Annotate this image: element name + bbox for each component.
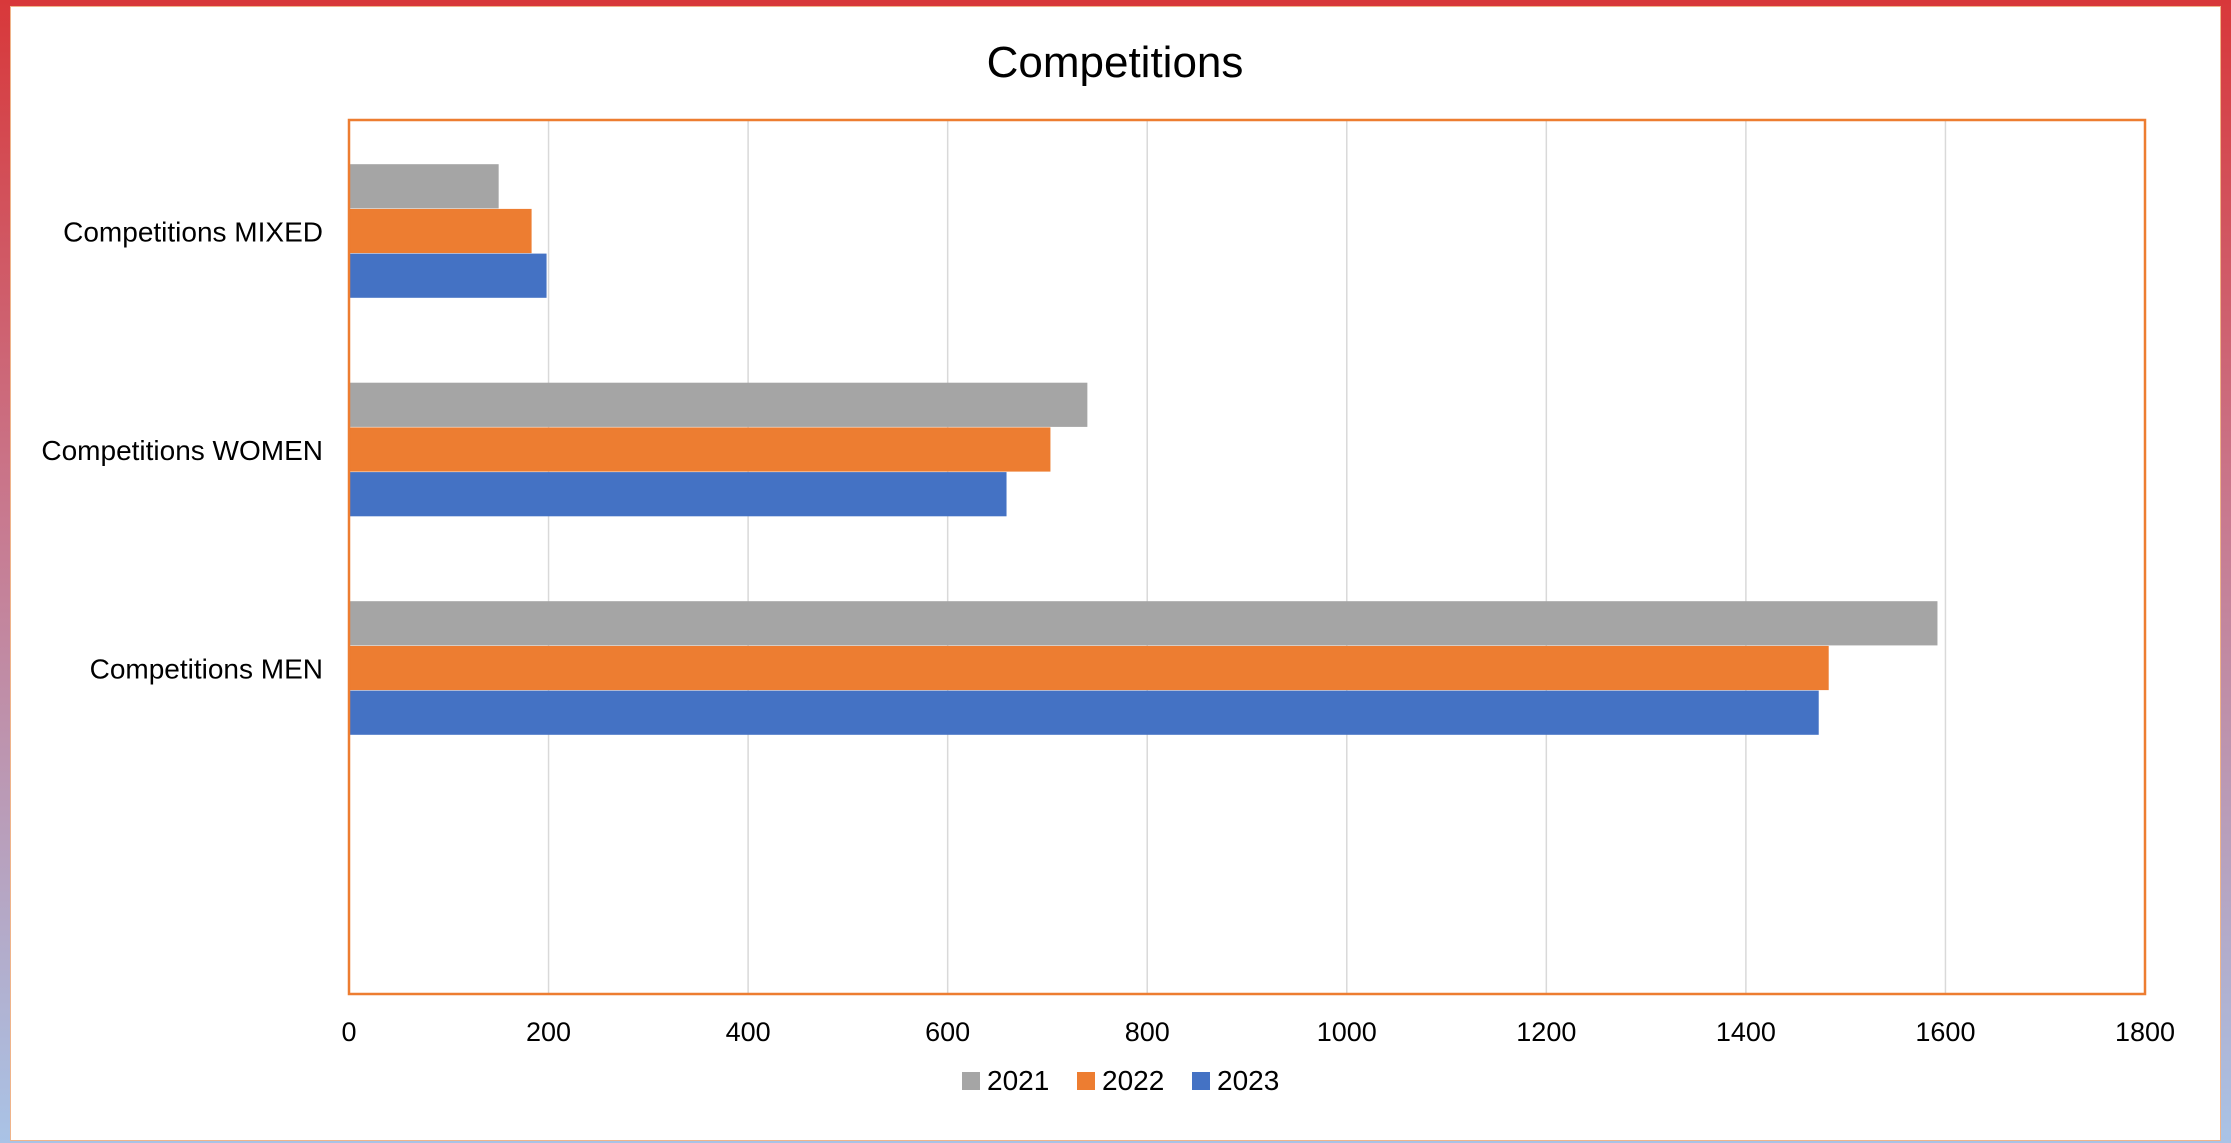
bar-2023-1 [350, 472, 1007, 517]
bar-2022-1 [350, 427, 1051, 472]
x-axis-tick-labels: 0 200 400 600 800 1000 1200 1400 1600 1800 [341, 1017, 2175, 1047]
category-label: Competitions MEN [90, 653, 323, 684]
legend-label: 2022 [1102, 1065, 1164, 1096]
legend-label: 2023 [1217, 1065, 1279, 1096]
legend-label: 2021 [987, 1065, 1049, 1096]
category-labels: Competitions MEN Competitions WOMEN Compet… [41, 216, 323, 684]
x-tick-label: 1800 [2115, 1017, 2175, 1047]
bars [350, 164, 1938, 735]
legend-swatch-2021 [962, 1072, 980, 1090]
category-label: Competitions WOMEN [41, 435, 323, 466]
bar-2022-0 [350, 645, 1829, 691]
category-label: Competitions MIXED [63, 216, 323, 247]
bar-2022-2 [350, 208, 532, 254]
chart: Competitions Competitions MENCompetition… [41, 38, 2175, 1096]
chart-panel: Competitions Competitions MEN Competition… [10, 6, 2221, 1141]
x-tick-label: 0 [341, 1017, 356, 1047]
legend-swatch-2023 [1192, 1072, 1210, 1090]
x-tick-label: 400 [726, 1017, 771, 1047]
x-tick-label: 1000 [1317, 1017, 1377, 1047]
gridlines [547, 120, 1947, 994]
x-tick-label: 200 [526, 1017, 571, 1047]
x-tick-label: 800 [1125, 1017, 1170, 1047]
bar-2021-2 [350, 164, 499, 209]
bar-2021-1 [350, 382, 1088, 427]
plot-area-border [347, 118, 2147, 996]
legend: 2021 2022 2023 [962, 1065, 1279, 1096]
bar-2023-0 [350, 690, 1819, 735]
bar-2021-0 [350, 601, 1938, 646]
x-tick-label: 1600 [1915, 1017, 1975, 1047]
chart-title: Competitions [987, 38, 1244, 87]
x-tick-label: 1400 [1716, 1017, 1776, 1047]
legend-swatch-2022 [1077, 1072, 1095, 1090]
bar-2023-2 [350, 253, 547, 298]
x-tick-label: 1200 [1516, 1017, 1576, 1047]
x-tick-label: 600 [925, 1017, 970, 1047]
